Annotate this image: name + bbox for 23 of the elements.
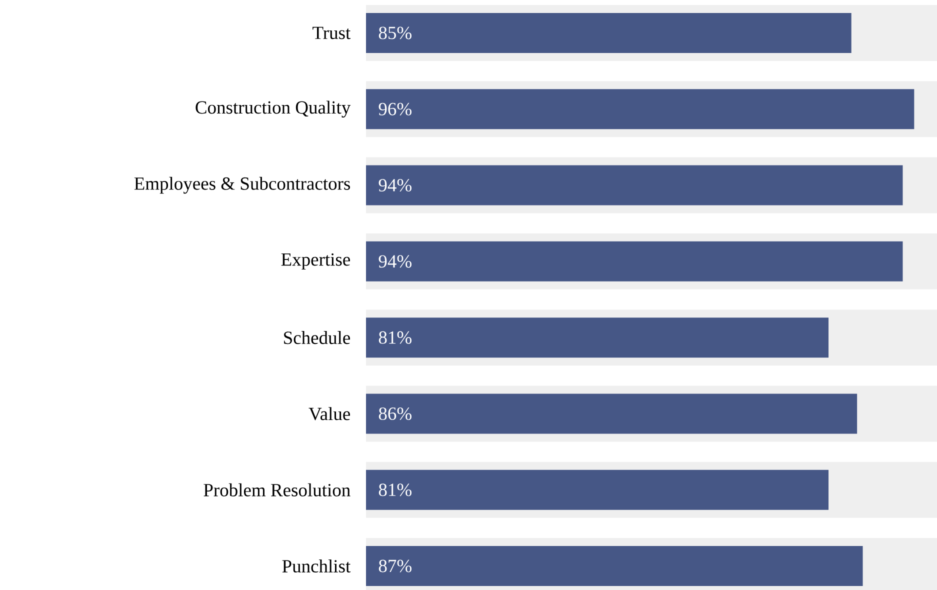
data-label: 85%	[378, 26, 412, 40]
data-label: 87%	[378, 560, 412, 572]
y-tick-label: Problem Resolution	[204, 483, 350, 496]
y-tick-label: Punchlist	[282, 559, 351, 573]
bar	[366, 165, 903, 206]
bar	[366, 12, 852, 53]
y-tick-label: Employees & Subcontractors	[134, 176, 350, 194]
y-tick-label: Schedule	[284, 331, 350, 344]
data-label: 86%	[378, 407, 412, 420]
data-label: 94%	[378, 255, 412, 268]
bar	[366, 318, 829, 358]
bar	[366, 470, 829, 510]
y-tick-label: Value	[308, 407, 350, 420]
y-tick-label: Trust	[312, 26, 351, 40]
y-tick-label: Expertise	[281, 253, 350, 270]
y-tick-label: Construction Quality	[196, 100, 351, 118]
bar	[366, 89, 914, 130]
data-label: 96%	[378, 102, 412, 116]
data-label: 94%	[378, 178, 412, 192]
bar	[366, 394, 858, 434]
data-label: 81%	[378, 331, 412, 344]
bar	[366, 241, 903, 282]
data-label: 81%	[378, 484, 412, 496]
